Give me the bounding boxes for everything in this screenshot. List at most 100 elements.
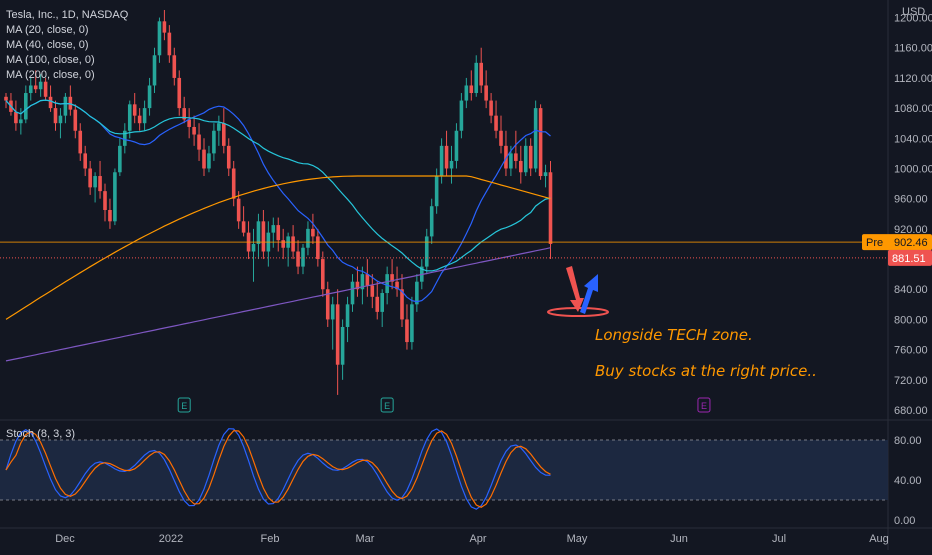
- candle-body: [385, 274, 389, 294]
- candle-body: [499, 130, 503, 146]
- candle-body: [533, 108, 538, 169]
- candle-body: [123, 130, 127, 146]
- ma40-line: [5, 99, 551, 272]
- legend-ma40: MA (40, close, 0): [6, 39, 89, 51]
- time-axis-tick: Aug: [869, 533, 889, 545]
- candle-body: [226, 145, 231, 169]
- candle-body: [291, 236, 295, 252]
- candle-body: [172, 55, 177, 78]
- legend-ma100: MA (100, close, 0): [6, 54, 95, 66]
- candle-body: [147, 85, 152, 109]
- candle-body: [360, 274, 365, 290]
- price-axis-tick: 800.00: [894, 314, 928, 326]
- time-axis-tick: May: [567, 533, 588, 545]
- candle-body: [543, 172, 548, 177]
- candle-body: [73, 109, 78, 131]
- candle-body: [182, 108, 186, 120]
- down-arrow: [566, 266, 584, 312]
- candle-body: [311, 228, 315, 237]
- candle-body: [301, 247, 305, 267]
- candle-body: [24, 93, 28, 120]
- legend-symbol: Tesla, Inc., 1D, NASDAQ: [6, 9, 129, 21]
- last-price-badge: [888, 249, 932, 266]
- stoch-axis-tick: 80.00: [894, 435, 922, 447]
- earnings-marker-label: E: [701, 401, 707, 411]
- candle-body: [325, 289, 330, 320]
- candle-body: [459, 100, 464, 131]
- candle-body: [355, 281, 360, 290]
- earnings-marker: [380, 397, 394, 413]
- earnings-marker: [177, 397, 191, 413]
- candle-body: [449, 160, 454, 169]
- candle-body: [484, 85, 488, 101]
- candle-body: [53, 108, 58, 124]
- last-price-value: 881.51: [892, 253, 926, 265]
- time-axis-tick: Feb: [261, 533, 280, 545]
- candle-body: [474, 62, 479, 94]
- candle-body: [43, 81, 48, 97]
- candle-body: [380, 293, 384, 312]
- candle-body: [14, 111, 18, 124]
- candle-body: [118, 145, 122, 173]
- candle-body: [108, 210, 112, 222]
- candle-body: [375, 296, 380, 312]
- candle-body: [335, 304, 340, 365]
- candle-body: [98, 176, 102, 192]
- candle-body: [370, 285, 375, 297]
- candle-body: [103, 191, 107, 210]
- candle-body: [390, 274, 394, 282]
- candle-body: [345, 304, 350, 327]
- candle-body: [271, 225, 276, 233]
- candle-body: [137, 115, 142, 124]
- candle-body: [365, 274, 370, 286]
- candle-body: [167, 32, 172, 56]
- candle-body: [350, 281, 355, 305]
- candle-body: [538, 108, 543, 177]
- price-axis-tick: 1000.00: [894, 163, 932, 175]
- price-axis-tick: 760.00: [894, 345, 928, 357]
- candle-body: [231, 168, 236, 199]
- candle-body: [429, 206, 434, 237]
- earnings-marker-label: E: [181, 401, 187, 411]
- candle-body: [469, 85, 474, 94]
- candle-body: [142, 108, 147, 124]
- earnings-marker-label: E: [384, 401, 390, 411]
- candle-body: [494, 115, 498, 131]
- stoch-axis-tick: 0.00: [894, 515, 915, 527]
- stoch-d-line: [5, 430, 551, 508]
- candle-body: [434, 176, 439, 207]
- candle-body: [187, 119, 191, 127]
- candle-body: [78, 130, 83, 154]
- candle-body: [340, 326, 345, 365]
- price-axis-currency: USD: [902, 6, 925, 18]
- ma100-line: [5, 175, 551, 320]
- stoch-k-line: [5, 428, 551, 510]
- candle-body: [162, 21, 167, 33]
- price-axis-tick: 1080.00: [894, 103, 932, 115]
- candle-body: [222, 123, 226, 146]
- candle-body: [152, 55, 157, 86]
- candle-body: [504, 145, 508, 169]
- candle-body: [479, 62, 483, 86]
- candle-body: [261, 221, 266, 252]
- candle-body: [519, 160, 523, 173]
- annotation-line2: Buy stocks at the right price..: [595, 362, 817, 380]
- candle-body: [281, 240, 285, 248]
- candle-body: [514, 153, 518, 161]
- stoch-band: [0, 440, 888, 500]
- candle-body: [207, 153, 211, 169]
- ma20-line: [5, 99, 551, 303]
- candle-body: [63, 96, 68, 116]
- candle-body: [489, 100, 493, 116]
- candle-body: [509, 153, 513, 169]
- time-axis-tick: Jun: [670, 533, 688, 545]
- candle-body: [88, 168, 92, 188]
- candle-body: [241, 221, 246, 233]
- candle-body: [93, 176, 97, 188]
- chart-legend: Tesla, Inc., 1D, NASDAQ MA (20, close, 0…: [6, 8, 128, 83]
- stoch-axis-tick: 40.00: [894, 475, 922, 487]
- candle-body: [28, 85, 33, 94]
- price-axis-tick: 720.00: [894, 375, 928, 387]
